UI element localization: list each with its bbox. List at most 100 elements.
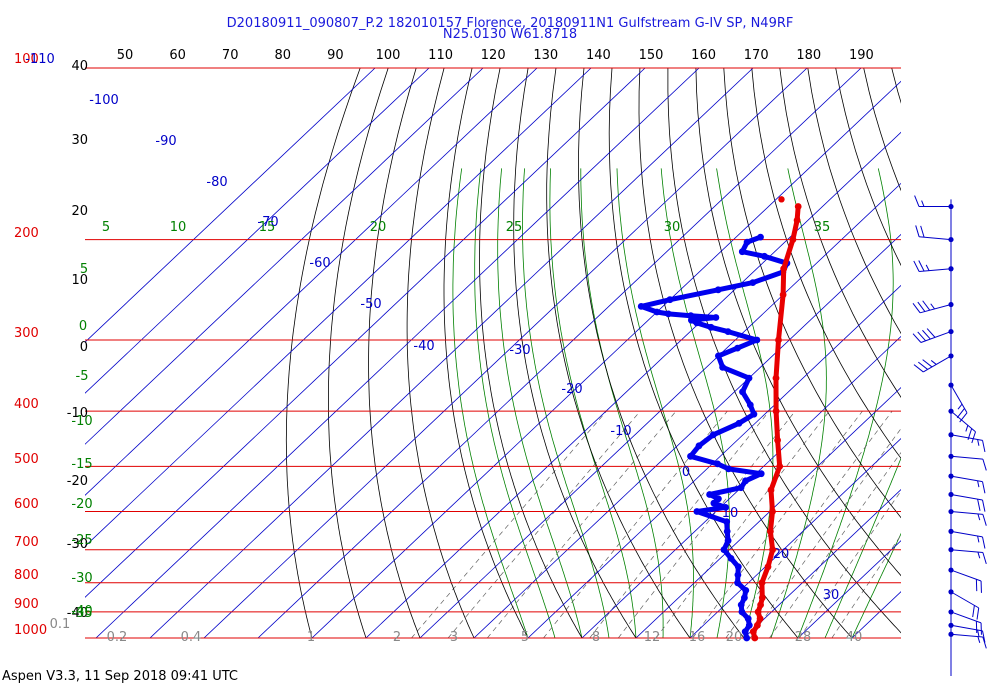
dry-adiabat-line xyxy=(479,68,583,638)
isotherm-line xyxy=(95,68,700,638)
wind-barb-feather xyxy=(921,200,925,207)
dry-adiabat-line xyxy=(948,68,1000,650)
moist-adiabat-line xyxy=(770,168,827,638)
moist-adiabat-label: 35 xyxy=(814,220,831,235)
temperature-point xyxy=(769,546,776,554)
dry-adiabat-label: -15 xyxy=(71,457,92,472)
dewpoint-point xyxy=(665,310,672,318)
pressure-label: 100 xyxy=(14,52,39,67)
isotherm-line xyxy=(419,182,901,638)
dewpoint-point xyxy=(706,491,713,498)
wind-barb-feather xyxy=(917,301,926,312)
dewpoint-point xyxy=(742,477,749,485)
dewpoint-point xyxy=(749,279,757,286)
dewpoint-point xyxy=(737,484,745,492)
wind-barb xyxy=(948,491,986,512)
wind-barb-feather xyxy=(956,408,965,419)
dewpoint-point xyxy=(707,323,715,331)
wind-barb xyxy=(948,631,987,649)
isotherm-line xyxy=(257,68,862,638)
temperature-point xyxy=(776,463,784,470)
isotherm-line xyxy=(85,68,484,445)
wind-barb-feather xyxy=(977,636,981,643)
dewpoint-point xyxy=(666,296,674,304)
mixing-ratio-line xyxy=(618,410,796,638)
dry-adiabat-label: -30 xyxy=(71,571,92,586)
mixing-ratio-label: 0.4 xyxy=(181,630,202,645)
top-axis-label: 170 xyxy=(744,48,769,63)
dry-adiabat-label: 5 xyxy=(80,262,88,277)
mixing-ratio-line xyxy=(749,428,901,638)
wind-barb-feather xyxy=(982,514,987,526)
dewpoint-point xyxy=(734,579,741,587)
dewpoint-point xyxy=(637,303,645,310)
isotherm-line xyxy=(311,80,901,638)
dry-adiabat-label: -40 xyxy=(71,604,92,619)
top-axis-label: 90 xyxy=(327,48,344,63)
wind-barb xyxy=(948,622,986,643)
mixing-ratio-line xyxy=(769,452,901,638)
wind-barb-staff xyxy=(950,511,983,515)
isotherm-line xyxy=(906,68,1000,638)
mixing-ratio-label: 28 xyxy=(795,630,812,645)
dewpoint-point xyxy=(715,352,722,360)
wind-barb-feather xyxy=(977,439,980,446)
moist-adiabat-line xyxy=(797,168,894,638)
pressure-label: 500 xyxy=(14,452,39,467)
mixing-ratio-line xyxy=(725,410,893,638)
dry-adiabat-line xyxy=(578,68,745,638)
isotherm-label: -50 xyxy=(360,297,381,312)
dewpoint-point xyxy=(739,388,746,396)
wind-barb-feather xyxy=(917,331,927,342)
dewpoint-point xyxy=(693,508,701,515)
wind-barb-feather xyxy=(977,480,980,488)
temperature-point xyxy=(757,601,764,609)
dry-adiabat-line xyxy=(443,68,529,638)
isotherm-line xyxy=(85,68,592,547)
dewpoint-point xyxy=(750,410,758,418)
wind-barbs xyxy=(912,195,987,676)
chart-subtitle: N25.0130 W61.8718 xyxy=(442,27,578,42)
mixing-ratio-label: 40 xyxy=(846,630,863,645)
pressure-label: 800 xyxy=(14,568,39,583)
dewpoint-point xyxy=(734,571,742,579)
dewpoint-point xyxy=(695,442,703,450)
wind-barb-staff xyxy=(920,331,952,343)
wind-barb xyxy=(948,382,968,423)
wind-barb-feather xyxy=(977,535,980,543)
isotherm-label: -10 xyxy=(610,424,631,439)
left-axis-label: 40 xyxy=(71,59,88,74)
mixing-ratio-label: 0.1 xyxy=(50,617,71,632)
wind-barb xyxy=(913,260,954,273)
dewpoint-point xyxy=(734,563,742,571)
moist-adiabat-label: 20 xyxy=(370,220,387,235)
dry-adiabat-label: -20 xyxy=(71,497,92,512)
moist-adiabat-line xyxy=(522,168,610,638)
dewpoint-point xyxy=(722,504,729,511)
dry-adiabat-label: 0 xyxy=(79,319,87,334)
isotherm-line xyxy=(635,386,901,638)
wind-barb xyxy=(948,547,987,564)
dewpoint-point xyxy=(719,363,726,371)
mixing-ratio-label: 8 xyxy=(592,630,600,645)
dewpoint-point xyxy=(710,499,718,507)
wind-barb xyxy=(948,609,982,635)
pressure-label: 700 xyxy=(14,535,39,550)
mixing-ratio-label: 12 xyxy=(644,630,661,645)
wind-barb-feather xyxy=(930,360,937,365)
dry-adiabat-line xyxy=(920,68,1000,650)
dewpoint-point xyxy=(738,608,746,616)
mixing-ratio-label: 16 xyxy=(689,630,706,645)
wind-barb-feather xyxy=(918,260,925,272)
dewpoint-point xyxy=(720,546,728,554)
temperature-point xyxy=(793,216,801,224)
temperature-point xyxy=(758,579,766,587)
dry-adiabat-label: -5 xyxy=(76,369,89,384)
isotherm-line xyxy=(149,68,754,638)
wind-barb-feather xyxy=(965,425,969,432)
left-axis-label: 30 xyxy=(71,133,88,148)
dewpoint-point xyxy=(745,621,753,629)
top-axis-label: 60 xyxy=(169,48,186,63)
temperature-point xyxy=(779,291,787,299)
isotherm-label: 0 xyxy=(682,465,690,480)
